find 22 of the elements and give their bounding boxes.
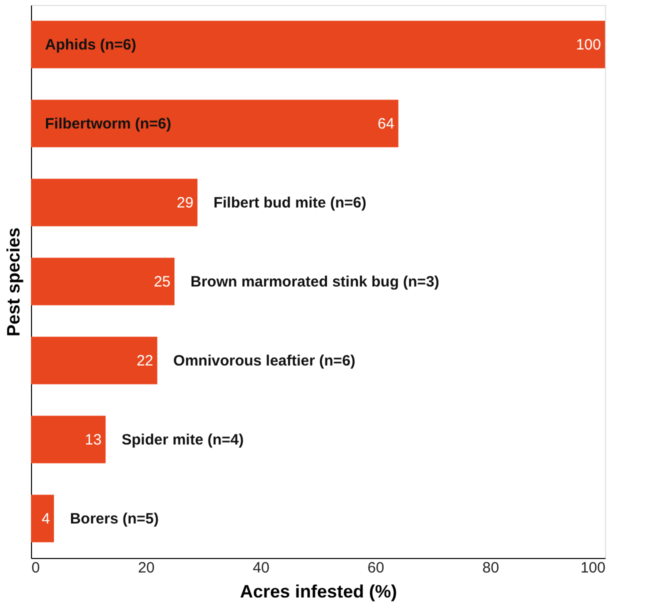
data-label: 13: [84, 432, 102, 448]
y-axis-title: Pest species: [4, 227, 24, 337]
x-tick-label: 80: [482, 560, 500, 576]
data-label: 100: [576, 36, 601, 54]
data-label: 4: [42, 510, 50, 528]
y-tick-label: Omnivorous leaftier (n=6): [173, 352, 356, 370]
data-label: 22: [136, 352, 154, 370]
data-label: 25: [154, 274, 170, 290]
x-tick-label: 0: [32, 560, 40, 576]
x-tick-label: 100: [580, 560, 606, 576]
x-tick-label: 20: [138, 560, 155, 576]
y-tick-label: Spider mite (n=4): [122, 432, 244, 448]
y-tick-label: Filbert bud mite (n=6): [213, 194, 366, 212]
data-label: 29: [176, 194, 194, 212]
y-tick-label: Filbertworm (n=6): [45, 116, 172, 132]
y-tick-label: Aphids (n=6): [45, 36, 136, 54]
x-tick-label: 60: [368, 560, 384, 576]
data-label: 64: [378, 116, 394, 132]
x-tick-label: 40: [252, 560, 270, 576]
x-axis-title: Acres infested (%): [240, 582, 398, 602]
y-tick-label: Borers (n=5): [70, 510, 159, 528]
y-tick-label: Brown marmorated stink bug (n=3): [190, 274, 440, 290]
